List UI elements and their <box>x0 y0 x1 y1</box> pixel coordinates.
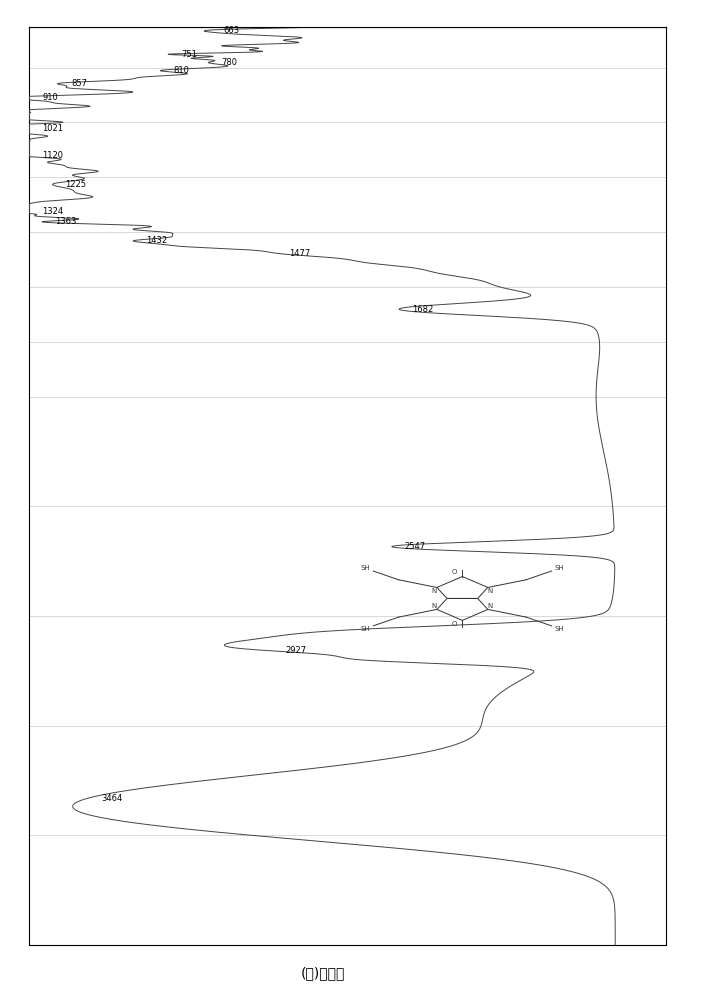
Text: 1477: 1477 <box>289 249 310 258</box>
Text: N: N <box>488 588 493 594</box>
Text: 1021: 1021 <box>42 124 63 133</box>
Text: 1432: 1432 <box>146 236 167 245</box>
Text: 810: 810 <box>174 66 189 75</box>
Text: O: O <box>452 621 457 627</box>
Text: SH: SH <box>554 626 564 632</box>
Text: 2547: 2547 <box>404 542 426 551</box>
Text: 780: 780 <box>222 58 237 67</box>
Text: 663: 663 <box>224 26 239 35</box>
Text: 2927: 2927 <box>285 646 306 655</box>
Text: SH: SH <box>361 626 371 632</box>
Text: 751: 751 <box>181 50 197 59</box>
Text: 910: 910 <box>42 93 58 102</box>
Text: 857: 857 <box>72 79 87 88</box>
Text: O: O <box>452 569 457 575</box>
Text: 1363: 1363 <box>55 217 77 226</box>
Text: 1120: 1120 <box>42 151 63 160</box>
Text: N: N <box>488 603 493 609</box>
Text: 1682: 1682 <box>412 305 433 314</box>
Text: N: N <box>432 588 437 594</box>
Text: 1225: 1225 <box>65 180 87 189</box>
Text: (％)透射率: (％)透射率 <box>300 966 345 980</box>
Text: SH: SH <box>554 565 564 571</box>
Text: 1324: 1324 <box>42 207 63 216</box>
Text: SH: SH <box>361 565 371 571</box>
Text: 3464: 3464 <box>101 794 123 803</box>
Text: N: N <box>432 603 437 609</box>
